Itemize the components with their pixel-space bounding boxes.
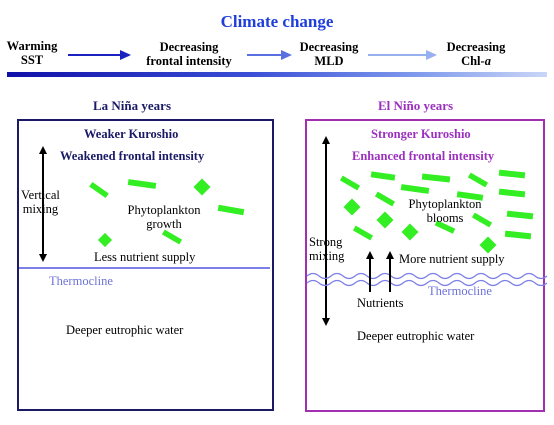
- stage-2-line2: frontal intensity: [146, 54, 232, 68]
- phytoplankton-cell: [467, 172, 489, 188]
- stage-mld: Decreasing MLD: [291, 40, 367, 68]
- vertical-mixing-label: Vertical mixing: [21, 188, 60, 216]
- thermocline-label-right: Thermocline: [428, 284, 492, 298]
- phytoplankton-cell: [434, 220, 456, 234]
- phytoplankton-cell: [471, 212, 493, 228]
- climate-gradient-band: [7, 72, 547, 77]
- nutrients-label: Nutrients: [357, 296, 404, 310]
- phytoplankton-cell: [421, 173, 451, 183]
- stage-4-line1: Decreasing: [446, 40, 506, 54]
- stage-4-line2: Chl-a: [438, 54, 514, 68]
- phytoplankton-growth-line2: growth: [146, 217, 182, 231]
- thermocline-label-left: Thermocline: [49, 274, 113, 288]
- enhanced-frontal-label: Enhanced frontal intensity: [352, 149, 495, 163]
- strong-mixing-line2: mixing: [309, 249, 345, 263]
- phytoplankton-cell: [370, 171, 396, 181]
- deeper-water-label-right: Deeper eutrophic water: [357, 329, 475, 343]
- weakened-frontal-label: Weakened frontal intensity: [60, 149, 205, 163]
- weaker-kuroshio-label: Weaker Kuroshio: [84, 127, 179, 141]
- phytoplankton-cell: [376, 211, 394, 229]
- more-nutrient-label: More nutrient supply: [399, 252, 505, 266]
- stage-chl-a: Decreasing Chl-a: [438, 40, 514, 68]
- phytoplankton-cell: [217, 204, 245, 216]
- phytoplankton-cell: [127, 179, 157, 189]
- phytoplankton-blooms-line1: Phytoplankton: [408, 197, 482, 211]
- la-nina-panel: [17, 119, 274, 411]
- stronger-kuroshio-label: Stronger Kuroshio: [371, 127, 471, 141]
- phytoplankton-cell: [498, 188, 526, 198]
- phytoplankton-cell: [339, 175, 361, 191]
- strong-mixing-label: Strong mixing: [309, 235, 344, 263]
- stage-1-line2: SST: [20, 53, 44, 67]
- header-arrow-2: [247, 50, 292, 60]
- phytoplankton-blooms-line2: blooms: [426, 211, 464, 225]
- phytoplankton-cell: [97, 232, 113, 248]
- phytoplankton-cell: [506, 210, 534, 220]
- phytoplankton-cell: [161, 229, 183, 245]
- phytoplankton-cell: [504, 230, 532, 240]
- strong-mixing-line1: Strong: [309, 235, 343, 249]
- phytoplankton-cell: [401, 223, 419, 241]
- stage-4-chl-italic: a: [484, 54, 491, 68]
- phytoplankton-cell: [374, 191, 396, 207]
- stage-2-line1: Decreasing: [159, 40, 219, 54]
- less-nutrient-label: Less nutrient supply: [94, 250, 196, 264]
- header-arrow-3: [368, 50, 437, 60]
- stage-frontal-intensity: Decreasing frontal intensity: [133, 40, 245, 68]
- header-arrow-1: [68, 50, 131, 60]
- el-nino-panel: [305, 119, 545, 412]
- diagram-title: Climate change: [220, 12, 334, 31]
- stage-3-line2: MLD: [314, 54, 344, 68]
- phytoplankton-cell: [89, 181, 109, 199]
- phytoplankton-cell: [352, 225, 374, 241]
- phytoplankton-cell: [479, 236, 497, 254]
- stage-1-line1: Warming: [6, 39, 58, 53]
- phytoplankton-cell: [343, 198, 361, 216]
- phytoplankton-blooms-label: Phytoplankton blooms: [394, 197, 496, 225]
- phytoplankton-growth-line1: Phytoplankton: [127, 203, 201, 217]
- phytoplankton-cell: [498, 169, 526, 179]
- phytoplankton-growth-label: Phytoplankton growth: [114, 203, 214, 231]
- phytoplankton-cell: [193, 178, 211, 196]
- vertical-mixing-line2: mixing: [22, 202, 59, 216]
- thermocline-wave-lower: [306, 279, 548, 287]
- vertical-mixing-line1: Vertical: [21, 188, 60, 202]
- deeper-water-label-left: Deeper eutrophic water: [66, 323, 184, 337]
- el-nino-title: El Niño years: [378, 98, 454, 113]
- stage-4-chl-text: Chl-: [461, 54, 485, 68]
- phytoplankton-cell: [400, 184, 430, 194]
- thermocline-wave-upper: [306, 272, 548, 280]
- stage-3-line1: Decreasing: [299, 40, 359, 54]
- stage-warming-sst: Warming SST: [6, 39, 58, 67]
- la-nina-title: La Niña years: [93, 98, 171, 113]
- phytoplankton-cell: [456, 191, 484, 201]
